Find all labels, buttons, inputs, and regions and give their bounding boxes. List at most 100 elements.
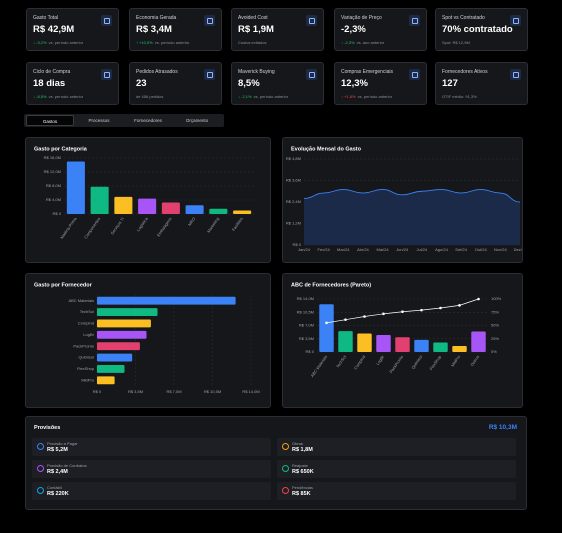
icon-glyph xyxy=(412,72,418,78)
tab[interactable]: Processos xyxy=(88,118,110,123)
x-tick-label: Fev/24 xyxy=(318,247,331,252)
kpi-icon xyxy=(409,69,420,80)
x-tick-label: MRO xyxy=(187,216,196,227)
point xyxy=(458,304,461,307)
kpi-card: Variação de Preço -2,3% ↓ -2,3% vs. ano ant… xyxy=(334,8,427,51)
kpi-value: 18 dias xyxy=(33,78,66,89)
bar xyxy=(395,337,410,352)
provision-icon xyxy=(37,487,44,494)
x-tick-label: Mar/24 xyxy=(337,247,350,252)
bar xyxy=(471,331,486,352)
icon-glyph xyxy=(513,72,519,78)
kpi-delta: ↑ +1,8% xyxy=(341,94,356,99)
y-tick-label: 75% xyxy=(491,309,499,314)
point xyxy=(382,312,385,316)
kpi-footer: Custos evitados xyxy=(238,40,268,45)
provision-item: Provisão a Pagar R$ 5,2M xyxy=(32,438,271,456)
x-tick-label: Nov/24 xyxy=(494,247,507,252)
x-tick-label: ABC Materiais xyxy=(309,354,328,378)
kpi-icon xyxy=(306,69,317,80)
chart: ABC de Fornecedores (Pareto) R$ 0 R$ 3,5M R… xyxy=(291,282,502,378)
bar xyxy=(97,342,140,351)
provision-item: Contábil R$ 220K xyxy=(32,482,271,500)
provision-label: Reajuste xyxy=(292,463,308,468)
kpi-value: -2,3% xyxy=(341,24,366,35)
bar xyxy=(209,208,228,214)
bar xyxy=(90,186,109,214)
x-tick-label: Set/24 xyxy=(455,247,467,252)
bar xyxy=(97,364,125,373)
kpi-note: vs. período anterior xyxy=(154,40,190,45)
provisions-title: Provisões xyxy=(34,425,61,431)
bar xyxy=(97,319,151,328)
chart-panel: Gasto por Fornecedor R$ 0 R$ 3,5M R$ 7,0M R$… xyxy=(25,273,271,408)
provision-item: Obras R$ 1,8M xyxy=(277,438,516,456)
y-tick-label: R$ 7,0M xyxy=(299,323,314,328)
x-tick-label: R$ 0 xyxy=(93,389,102,394)
x-tick-label: TechSol xyxy=(335,354,347,369)
kpi-title: Gasto Total xyxy=(33,15,59,21)
provision-value: R$ 1,8M xyxy=(292,447,313,453)
point xyxy=(363,315,366,318)
kpi-value: R$ 3,4M xyxy=(136,24,172,35)
y-tick-label: 50% xyxy=(491,323,499,328)
kpi-card: Ciclo de Compra 18 dias ↓ -8,5% vs. período… xyxy=(26,62,119,105)
x-tick-label: Dez/24 xyxy=(514,247,522,252)
kpi-delta: ↓ -2,3% xyxy=(341,40,355,45)
chart-panel: ABC de Fornecedores (Pareto) R$ 0 R$ 3,5M R… xyxy=(282,273,523,408)
tab[interactable]: Orçamento xyxy=(185,118,209,123)
provision-label: Provisão de Contratos xyxy=(47,463,87,468)
point xyxy=(325,321,328,325)
bar xyxy=(161,202,180,214)
x-tick-label: CompInd xyxy=(353,354,366,370)
point xyxy=(439,306,442,310)
x-tick-label: Matéria-Prima xyxy=(59,216,78,240)
x-tick-label: Componentes xyxy=(83,216,101,239)
icon-glyph xyxy=(513,18,519,24)
point xyxy=(401,310,404,314)
bar xyxy=(97,353,133,362)
chart: Evolução Mensal do Gasto R$ 0 R$ 1,2M R$ 2,… xyxy=(286,146,522,252)
x-tick-label: MktPro xyxy=(450,354,462,368)
provision-value: R$ 2,4M xyxy=(47,469,68,475)
kpi-value: 23 xyxy=(136,78,147,89)
provision-value: R$ 650K xyxy=(292,469,314,475)
kpi-note: Spot: R$ 12,9M xyxy=(442,40,470,45)
y-tick-label: R$ 12,0M xyxy=(44,169,61,174)
kpi-title: Economia Gerada xyxy=(136,15,177,21)
x-tick-label: R$ 10,5M xyxy=(204,389,221,394)
kpi-icon xyxy=(306,15,317,26)
chart-panel: Gasto por Categoria R$ 0 R$ 4,0M R$ 8,0M R$ … xyxy=(25,137,271,263)
icon-glyph xyxy=(207,72,213,78)
chart-title: Gasto por Fornecedor xyxy=(34,282,93,288)
x-tick-label: Jan/24 xyxy=(298,247,311,252)
chart: Gasto por Categoria R$ 0 R$ 4,0M R$ 8,0M R$ … xyxy=(34,146,254,240)
area xyxy=(304,189,520,245)
bar xyxy=(233,210,252,214)
bar xyxy=(97,376,115,385)
tab[interactable]: Gastos xyxy=(26,115,74,126)
provision-value: R$ 5,2M xyxy=(47,447,68,453)
kpi-title: Fornecedores Ativos xyxy=(442,69,488,75)
y-tick-label: R$ 1,2M xyxy=(286,221,301,226)
chart: Gasto por Fornecedor R$ 0 R$ 3,5M R$ 7,0M R$… xyxy=(34,282,260,394)
tab[interactable]: Fornecedores xyxy=(134,118,162,123)
provision-value: R$ 220K xyxy=(47,491,69,497)
kpi-icon xyxy=(204,69,215,80)
kpi-delta: ↓ -8,5% xyxy=(33,94,47,99)
x-tick-label: PackPronto xyxy=(388,354,404,374)
y-tick-label: R$ 0 xyxy=(306,349,315,354)
bar xyxy=(97,296,236,305)
x-tick-label: Ago/24 xyxy=(435,247,448,252)
kpi-delta: ↑ +10,5% xyxy=(136,40,153,45)
chart-title: Gasto por Categoria xyxy=(34,146,88,152)
kpi-footer: ↑ +10,5% vs. período anterior xyxy=(136,40,191,45)
y-tick-label: FlexShop xyxy=(77,366,95,371)
x-tick-label: Abr/24 xyxy=(357,247,370,252)
y-tick-label: R$ 4,0M xyxy=(46,197,61,202)
bar xyxy=(66,161,85,214)
bar xyxy=(138,198,157,214)
kpi-value: 70% contratado xyxy=(442,24,513,35)
icon-glyph xyxy=(104,72,110,78)
